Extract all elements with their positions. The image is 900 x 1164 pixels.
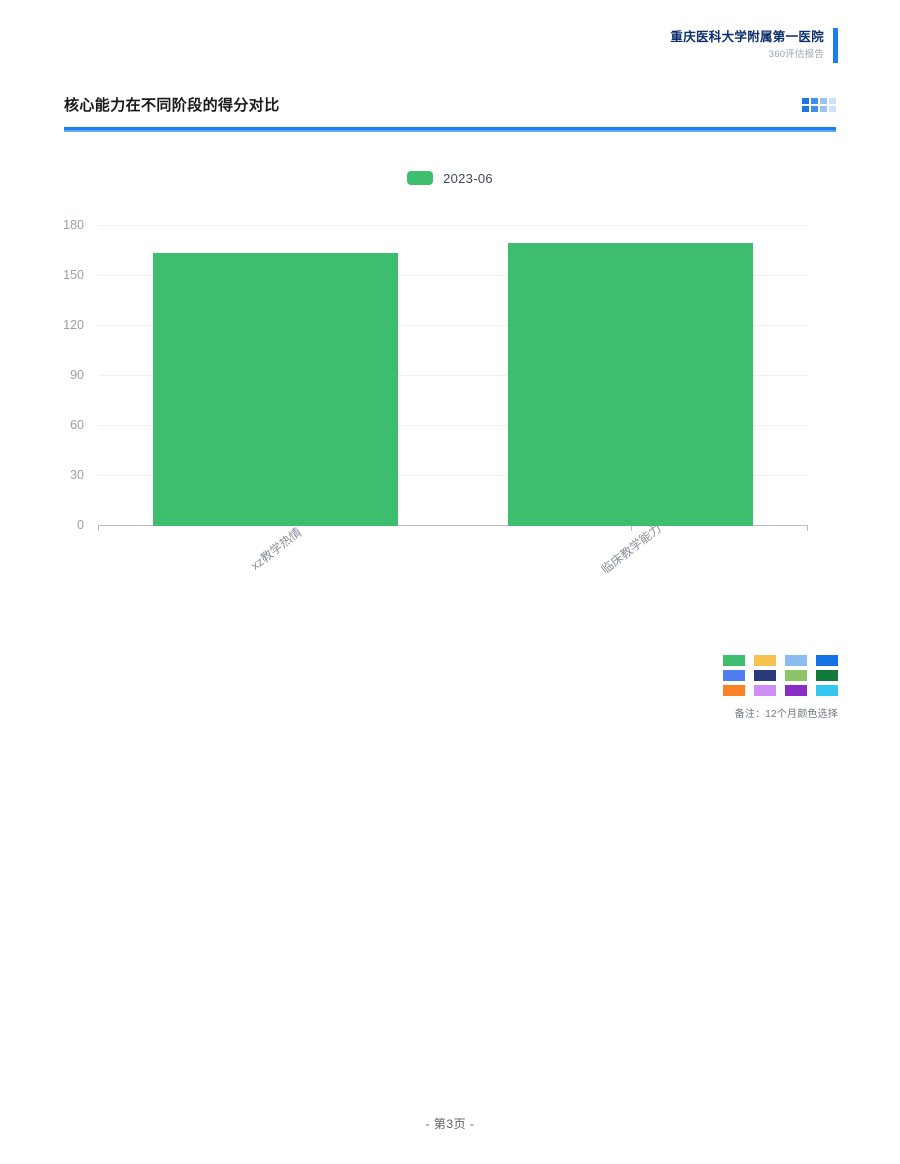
palette-swatch (816, 670, 838, 681)
grid-icon-cell (829, 98, 836, 104)
palette-swatch-grid (718, 655, 838, 696)
report-kind-label: 360评估报告 (768, 49, 824, 61)
palette-swatch (816, 655, 838, 666)
palette-swatch (754, 655, 776, 666)
page-header: 重庆医科大学附属第一医院 360评估报告 (670, 28, 838, 63)
legend-swatch (407, 171, 434, 185)
header-accent-bar (833, 28, 838, 63)
bar-chart: 2023-06 0 30 60 90 120 150 180 xz教学热情 临床教学能力 (0, 160, 900, 600)
plot-wrap: 0 30 60 90 120 150 180 xz教学热情 临床教学能力 (0, 206, 900, 577)
y-axis-tick-label: 30 (70, 468, 84, 482)
grid-icon-cell (802, 106, 809, 112)
y-axis-tick-label: 180 (63, 218, 84, 232)
gridline: 30 (70, 468, 808, 482)
palette-note: 备注：12个月颜色选择 (718, 655, 838, 720)
grid-icon-cell (820, 106, 827, 112)
palette-swatch (785, 655, 807, 666)
bar-slot: 临床教学能力 (453, 226, 808, 577)
x-axis-tick (98, 526, 99, 531)
gridline: 90 (70, 368, 808, 382)
title-rule-light (64, 130, 836, 132)
section-title-block: 核心能力在不同阶段的得分对比 (64, 96, 836, 132)
x-axis-tick (630, 526, 632, 531)
y-axis-tick-label: 60 (70, 418, 84, 432)
section-title-row: 核心能力在不同阶段的得分对比 (64, 96, 836, 113)
palette-swatch (785, 685, 807, 696)
page-number: - 第3页 - (425, 1117, 475, 1131)
chart-legend: 2023-06 (0, 160, 900, 196)
bar[interactable] (508, 242, 753, 526)
plot-area: 0 30 60 90 120 150 180 xz教学热情 临床教学能力 (63, 218, 808, 577)
page-title: 核心能力在不同阶段的得分对比 (64, 97, 280, 114)
grid-icon-cell (811, 106, 818, 112)
grid-icon-cell (829, 106, 836, 112)
x-axis-tick (807, 526, 808, 531)
palette-swatch (816, 685, 838, 696)
gridline: 120 (63, 318, 808, 332)
palette-swatch (754, 670, 776, 681)
y-axis-tick-label: 150 (63, 268, 84, 282)
page-header-texts: 重庆医科大学附属第一医院 360评估报告 (670, 30, 824, 62)
bar[interactable] (153, 252, 398, 526)
palette-swatch (723, 670, 745, 681)
bar-slot: xz教学热情 (98, 226, 453, 573)
y-axis-tick-label: 120 (63, 318, 84, 332)
bars-container: xz教学热情 临床教学能力 (98, 226, 808, 577)
x-axis-category-label: xz教学热情 (247, 524, 304, 573)
gridline: 150 (63, 268, 808, 282)
organization-name: 重庆医科大学附属第一医院 (670, 29, 824, 44)
gridline: 180 (63, 218, 808, 232)
axis-baseline: 0 (77, 518, 808, 532)
grid-icon (802, 98, 836, 112)
grid-icon-cell (811, 98, 818, 104)
palette-swatch (723, 655, 745, 666)
palette-caption: 备注：12个月颜色选择 (734, 709, 838, 720)
legend-item-label: 2023-06 (443, 170, 493, 186)
grid-icon-cell (820, 98, 827, 104)
title-rule-dark (64, 127, 836, 130)
palette-swatch (785, 670, 807, 681)
grid-icon-cell (802, 98, 809, 104)
y-axis-tick-label: 0 (77, 518, 84, 532)
palette-swatch (754, 685, 776, 696)
palette-swatch (723, 685, 745, 696)
gridline: 60 (70, 418, 808, 432)
y-axis-tick-label: 90 (70, 368, 84, 382)
